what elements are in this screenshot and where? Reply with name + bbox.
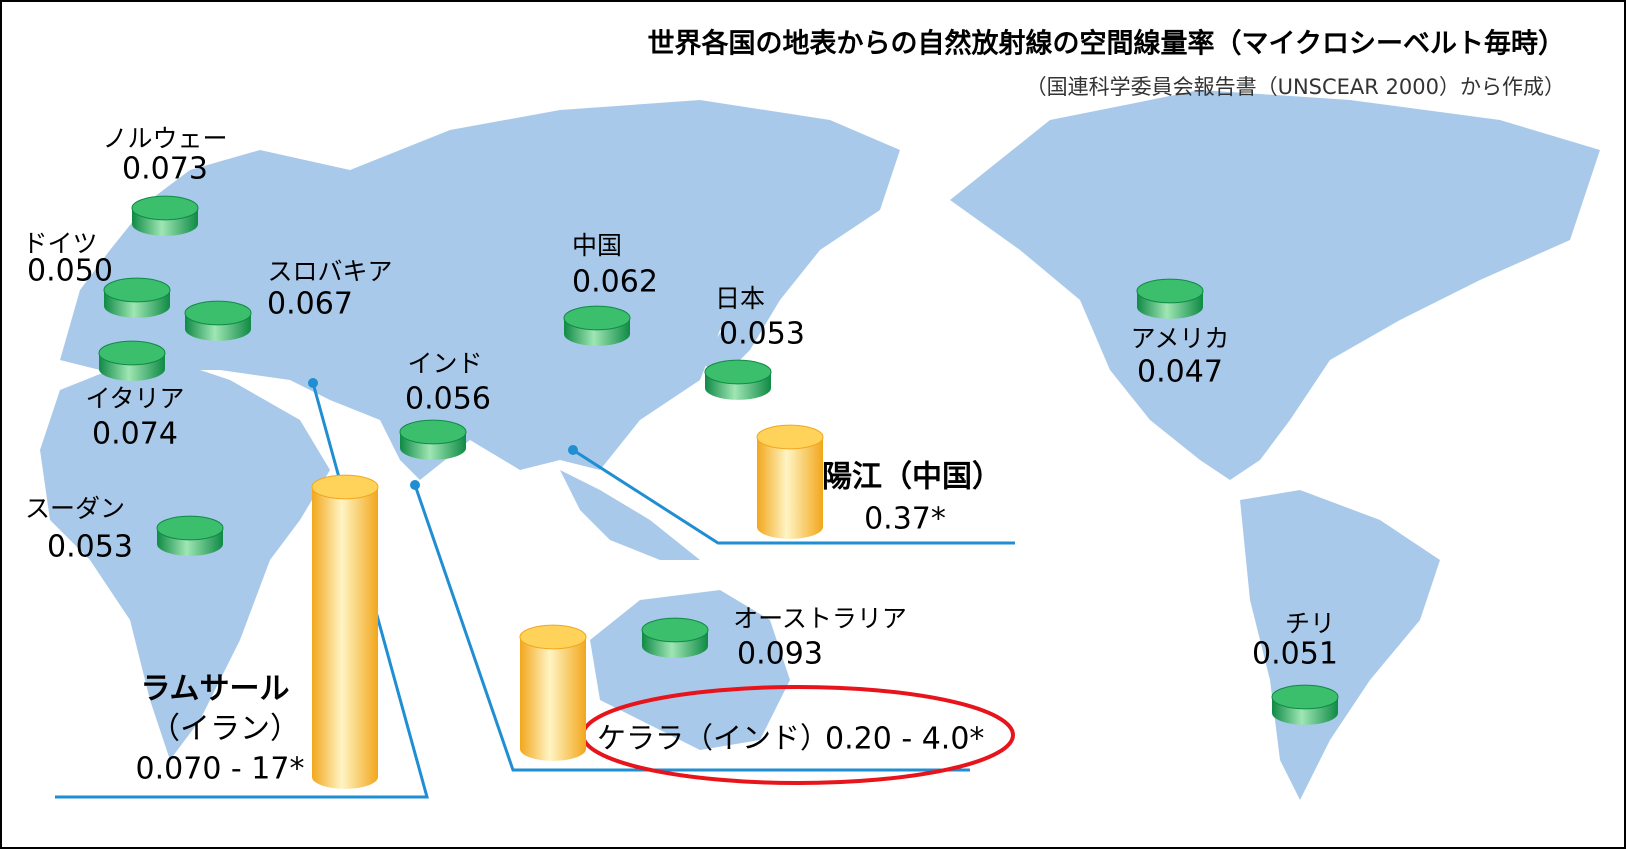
cylinder-top — [704, 359, 772, 385]
cylinder-body — [757, 437, 823, 527]
place-name: オーストラリア — [733, 604, 907, 633]
cylinder-top — [131, 195, 199, 221]
cylinder-body — [520, 637, 586, 749]
place-value: 0.053 — [47, 530, 133, 565]
cylinder-top — [103, 277, 171, 303]
place-value: 0.053 — [719, 317, 805, 352]
africa — [40, 360, 330, 760]
place-value: 0.056 — [405, 382, 491, 417]
cylinder-top — [756, 424, 824, 450]
place-value: 0.093 — [737, 637, 823, 672]
southeast-asia — [560, 470, 700, 560]
place-name: ノルウェー — [102, 124, 227, 153]
cylinder-top — [98, 340, 166, 366]
cylinder — [1271, 684, 1339, 725]
cylinder-body — [312, 487, 378, 777]
cylinder — [1136, 278, 1204, 319]
cylinder — [563, 305, 631, 346]
cylinder-bottom — [312, 765, 378, 789]
place-value: 0.050 — [27, 254, 113, 289]
cylinder-bottom — [757, 515, 823, 539]
high-area-value: 0.37* — [864, 502, 946, 537]
cylinder-top — [519, 624, 587, 650]
cylinder-top — [311, 474, 379, 500]
north-america — [950, 90, 1600, 480]
place-value: 0.073 — [122, 152, 208, 187]
markers — [308, 378, 578, 490]
place-value: 0.067 — [267, 287, 353, 322]
cylinder — [641, 617, 709, 658]
cylinder — [131, 195, 199, 236]
cylinder — [98, 340, 166, 381]
place-name: スーダン — [25, 494, 125, 523]
title: 世界各国の地表からの自然放射線の空間線量率（マイクロシーベルト毎時） — [648, 28, 1565, 60]
cylinder-bottom — [520, 737, 586, 761]
place-value: 0.062 — [572, 265, 658, 300]
cylinder-top — [184, 300, 252, 326]
cylinder-top — [1271, 684, 1339, 710]
cylinder — [399, 419, 467, 460]
place-name: 中国 — [572, 231, 622, 260]
high-area-name: 陽江（中国） — [822, 460, 1002, 495]
leader-line — [413, 484, 970, 772]
marker — [308, 378, 318, 388]
place-name: チリ — [1285, 609, 1335, 638]
cylinder-top — [563, 305, 631, 331]
high-area-name: ケララ（インド） — [597, 721, 829, 755]
cylinder — [103, 277, 171, 318]
high-area-value: 0.070 - 17* — [136, 752, 305, 787]
eurasia — [60, 100, 900, 480]
place-name: アメリカ — [1131, 324, 1230, 353]
cylinder — [519, 624, 587, 761]
high-area-value: 0.20 - 4.0* — [825, 722, 984, 757]
cylinder-top — [641, 617, 709, 643]
place-value: 0.051 — [1252, 637, 1338, 672]
place-value: 0.074 — [92, 417, 178, 452]
place-name: スロバキア — [267, 257, 392, 286]
cylinder — [184, 300, 252, 341]
cylinder — [756, 424, 824, 539]
marker — [568, 445, 578, 455]
place-name: インド — [407, 349, 482, 378]
cylinder-top — [399, 419, 467, 445]
subtitle: （国連科学委員会報告書（UNSCEAR 2000）から作成） — [1026, 75, 1565, 99]
cylinder-top — [1136, 278, 1204, 304]
marker — [410, 480, 420, 490]
cylinder — [311, 474, 379, 789]
japan — [700, 250, 780, 380]
high-area-name: ラムサール — [140, 672, 289, 707]
high-area-region: （イラン） — [150, 712, 300, 747]
australia — [590, 590, 790, 750]
place-name: イタリア — [85, 384, 184, 413]
cylinder-top — [156, 515, 224, 541]
place-value: 0.047 — [1137, 355, 1223, 390]
cylinder — [704, 359, 772, 400]
cylinder — [156, 515, 224, 556]
leader-line — [572, 448, 1015, 545]
place-name: ドイツ — [22, 229, 97, 258]
place-name: 日本 — [715, 284, 765, 313]
